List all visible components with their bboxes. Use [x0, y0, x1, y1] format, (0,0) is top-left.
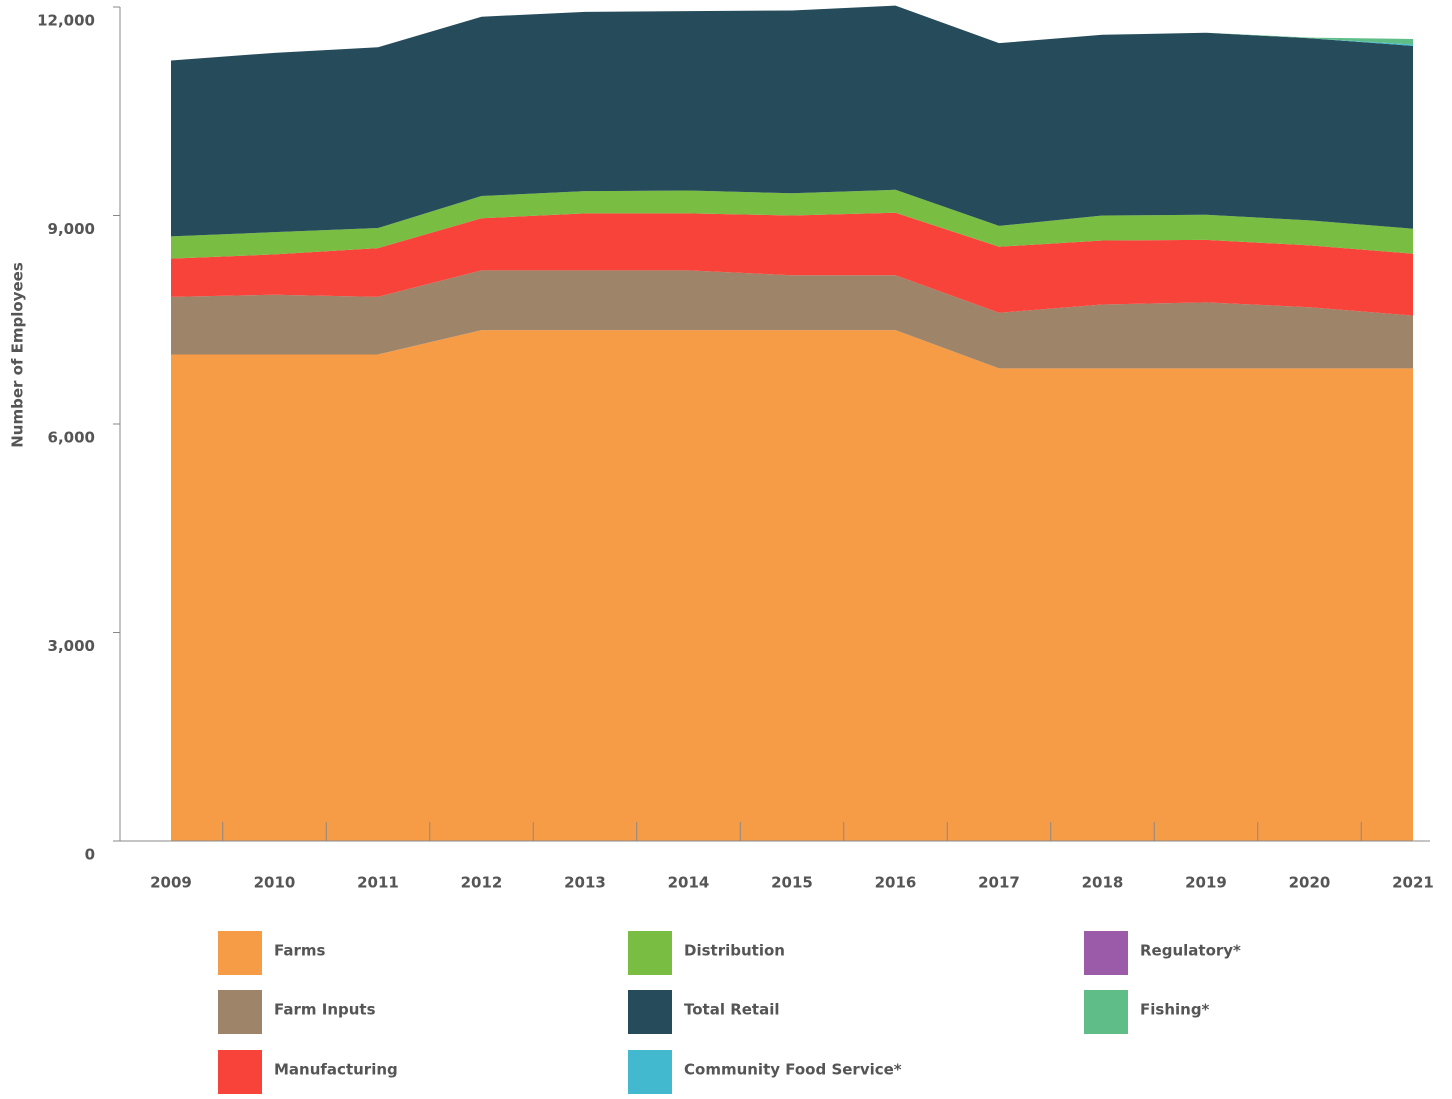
legend-swatch	[218, 1050, 262, 1094]
area	[171, 212, 1413, 316]
legend-label: Distribution	[684, 942, 785, 960]
legend-label: Manufacturing	[274, 1061, 398, 1079]
legend-swatch	[628, 1050, 672, 1094]
area	[171, 5, 1413, 237]
x-tick-label: 2018	[1082, 874, 1124, 892]
y-axis-label: Number of Employees	[9, 262, 27, 448]
legend-label: Community Food Service*	[684, 1061, 902, 1079]
x-tick-label: 2020	[1289, 874, 1331, 892]
legend-swatch	[218, 931, 262, 975]
x-tick-label: 2012	[461, 874, 503, 892]
legend-label: Farm Inputs	[274, 1001, 376, 1019]
x-tick-label: 2013	[564, 874, 606, 892]
x-tick-label: 2009	[150, 874, 192, 892]
x-tick-label: 2021	[1392, 874, 1434, 892]
area	[171, 270, 1413, 369]
y-tick-label: 6,000	[48, 429, 95, 447]
y-tick-label: 9,000	[48, 220, 95, 238]
x-tick-label: 2019	[1185, 874, 1227, 892]
legend-label: Farms	[274, 942, 326, 960]
y-tick-label: 3,000	[48, 637, 95, 655]
legend-label: Regulatory*	[1140, 942, 1241, 960]
x-tick-label: 2014	[668, 874, 710, 892]
legend-swatch	[628, 931, 672, 975]
legend-swatch	[628, 990, 672, 1034]
area	[171, 330, 1413, 841]
legend-swatch	[1084, 931, 1128, 975]
y-tick-label: 12,000	[37, 12, 95, 30]
legend-swatch	[218, 990, 262, 1034]
area	[171, 189, 1413, 259]
legend-swatch	[1084, 990, 1128, 1034]
legend-label: Fishing*	[1140, 1001, 1210, 1019]
x-tick-label: 2017	[978, 874, 1020, 892]
x-tick-label: 2015	[771, 874, 813, 892]
x-tick-label: 2011	[357, 874, 399, 892]
y-tick-label: 0	[85, 846, 95, 864]
x-tick-label: 2010	[254, 874, 296, 892]
legend-label: Total Retail	[684, 1001, 780, 1019]
x-tick-label: 2016	[875, 874, 917, 892]
